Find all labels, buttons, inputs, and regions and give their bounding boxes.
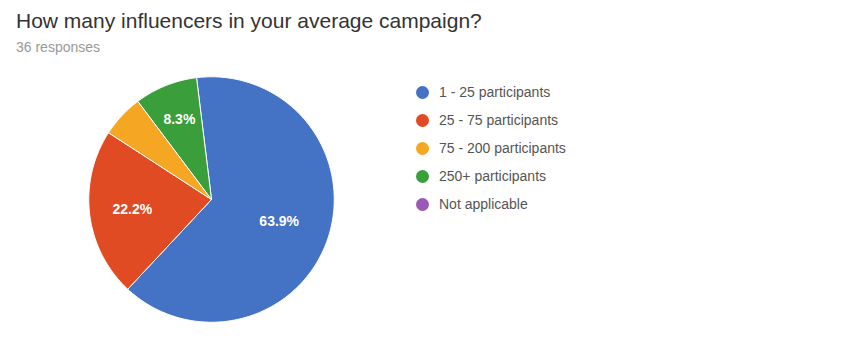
html-text:36 responses: 36 responses	[16, 39, 101, 55]
html-text:250+ participants: 250+ participants	[439, 168, 546, 184]
html-text:Not applicable: Not applicable	[439, 196, 528, 212]
svg-text:8.3%: 8.3%	[163, 111, 195, 127]
html-text:25 - 75 participants: 25 - 75 participants	[439, 112, 559, 128]
html-text:75 - 200 participants: 75 - 200 participants	[439, 140, 566, 156]
html-text:1 - 25 participants: 1 - 25 participants	[439, 84, 551, 100]
svg-text:22.2%: 22.2%	[112, 201, 152, 217]
html-text:How many influencers in your a: How many influencers in your average cam…	[16, 9, 482, 32]
svg-text:63.9%: 63.9%	[259, 213, 299, 229]
